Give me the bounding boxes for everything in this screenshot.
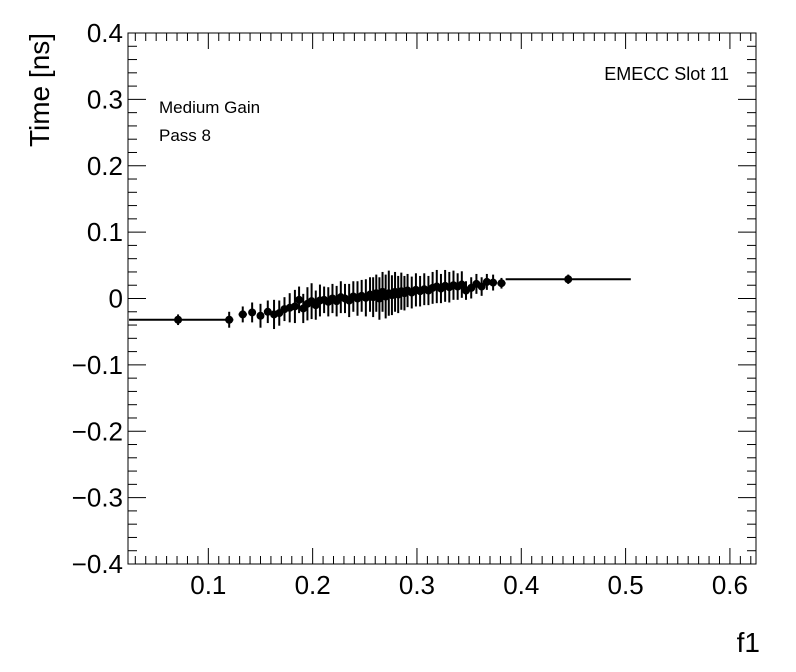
y-axis-title: Time [ns] <box>24 33 55 147</box>
x-tick-label: 0.3 <box>399 570 435 600</box>
pass-annotation: Pass 8 <box>159 126 211 145</box>
data-point <box>489 274 498 291</box>
data-point <box>477 277 486 296</box>
marker <box>497 279 506 288</box>
y-tick-label: 0.2 <box>87 151 123 181</box>
x-tick-label: 0.2 <box>295 570 331 600</box>
data-point <box>129 314 228 326</box>
marker <box>248 308 257 317</box>
data-point <box>505 274 631 284</box>
data-point <box>457 271 466 298</box>
data-point <box>375 277 384 320</box>
x-tick-label: 0.1 <box>190 570 226 600</box>
y-tick-label: 0.1 <box>87 217 123 247</box>
gain-annotation: Medium Gain <box>159 98 260 117</box>
x-tick-label: 0.5 <box>608 570 644 600</box>
data-point <box>225 311 234 328</box>
marker <box>457 280 466 289</box>
marker <box>295 295 304 304</box>
data-point <box>263 300 272 324</box>
marker <box>375 294 384 303</box>
data-point <box>378 271 387 312</box>
y-tick-label: 0.3 <box>87 84 123 114</box>
marker <box>564 275 573 284</box>
marker <box>238 310 247 319</box>
x-tick-label: 0.6 <box>712 570 748 600</box>
data-point <box>497 277 506 289</box>
x-tick-label: 0.4 <box>503 570 539 600</box>
marker <box>482 277 491 286</box>
x-tick-labels: 0.1 0.2 0.3 0.4 0.5 0.6 <box>190 570 748 600</box>
data-point <box>482 273 491 290</box>
y-tick-labels: 0.4 0.3 0.2 0.1 0 −0.1 −0.2 −0.3 −0.4 <box>72 18 123 579</box>
marker <box>256 311 265 320</box>
marker <box>477 282 486 291</box>
marker <box>174 315 183 324</box>
data-point <box>295 286 304 314</box>
data-point <box>256 303 265 328</box>
data-point <box>238 306 247 323</box>
x-axis-title: f1 <box>737 627 760 658</box>
y-tick-label: −0.1 <box>72 350 123 380</box>
data-point <box>290 289 299 324</box>
axis-ticks <box>128 32 756 565</box>
y-tick-label: −0.3 <box>72 483 123 513</box>
marker <box>263 307 272 316</box>
marker <box>290 302 299 311</box>
y-tick-label: 0 <box>109 284 123 314</box>
y-tick-label: −0.4 <box>72 549 123 579</box>
marker <box>489 278 498 287</box>
data-points <box>129 269 631 330</box>
slot-annotation: EMECC Slot 11 <box>604 64 729 84</box>
y-tick-label: −0.2 <box>72 416 123 446</box>
marker <box>225 315 234 324</box>
data-point <box>248 302 257 323</box>
y-tick-label: 0.4 <box>87 18 123 48</box>
